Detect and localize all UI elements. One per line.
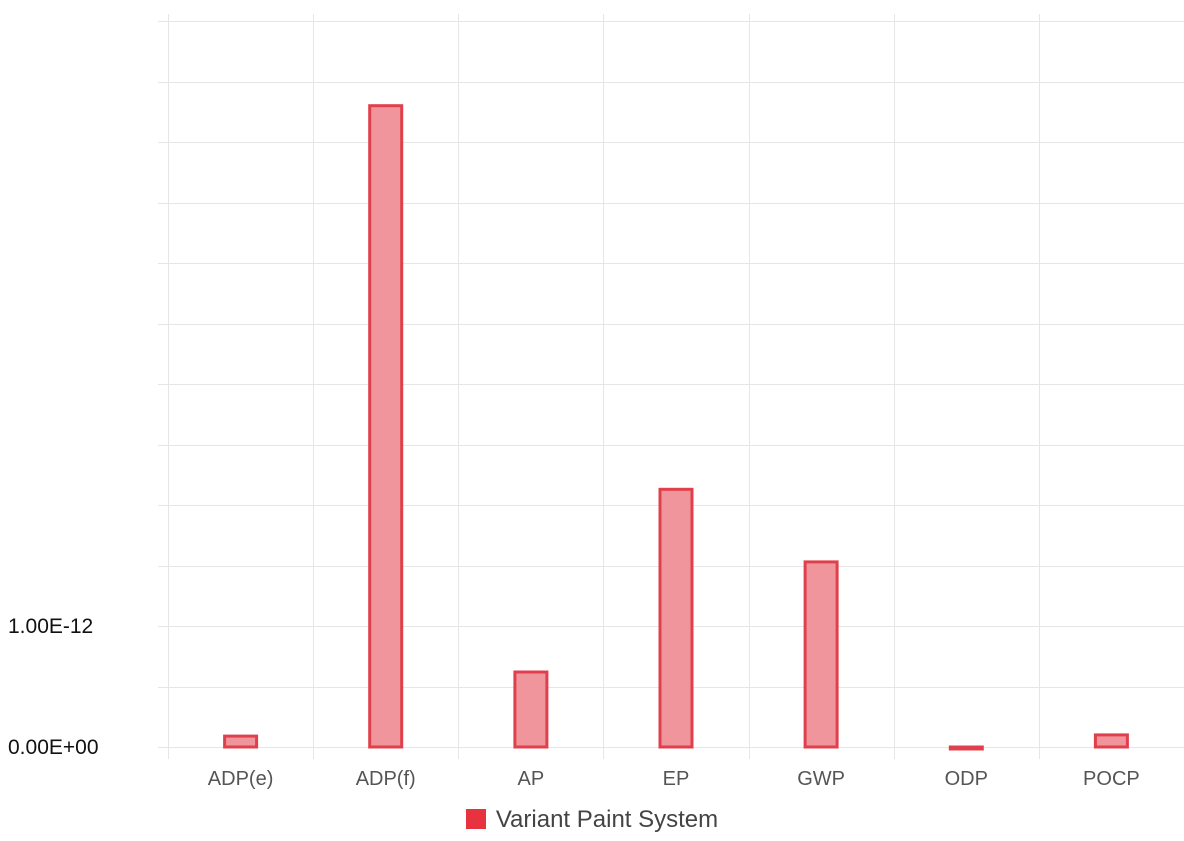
bar (803, 560, 839, 749)
grid-lines (158, 14, 1184, 759)
y-tick-label: 0.00E+00 (8, 736, 99, 759)
x-tick-label: AP (518, 768, 545, 790)
y-tick-label: 1.00E-12 (8, 615, 93, 638)
legend: Variant Paint System (0, 806, 1184, 834)
bar (513, 670, 549, 749)
x-tick-label: ADP(e) (208, 768, 274, 790)
legend-label: Variant Paint System (495, 806, 719, 833)
bar (1093, 733, 1129, 749)
x-tick-label: POCP (1083, 768, 1140, 790)
bars (223, 104, 1129, 751)
bar (223, 734, 259, 749)
legend-swatch (465, 809, 486, 829)
x-axis-ticks: ADP(e) ADP(f) AP EP GWP ODP POCP (208, 768, 1140, 790)
bar (368, 104, 404, 749)
y-axis-ticks: 0.00E+00 1.00E-12 (8, 615, 99, 759)
x-tick-label: ADP(f) (356, 768, 416, 790)
x-tick-label: ODP (945, 768, 988, 790)
x-tick-label: GWP (797, 768, 845, 790)
bar (658, 487, 694, 749)
x-tick-label: EP (663, 768, 690, 790)
bar (948, 745, 984, 751)
